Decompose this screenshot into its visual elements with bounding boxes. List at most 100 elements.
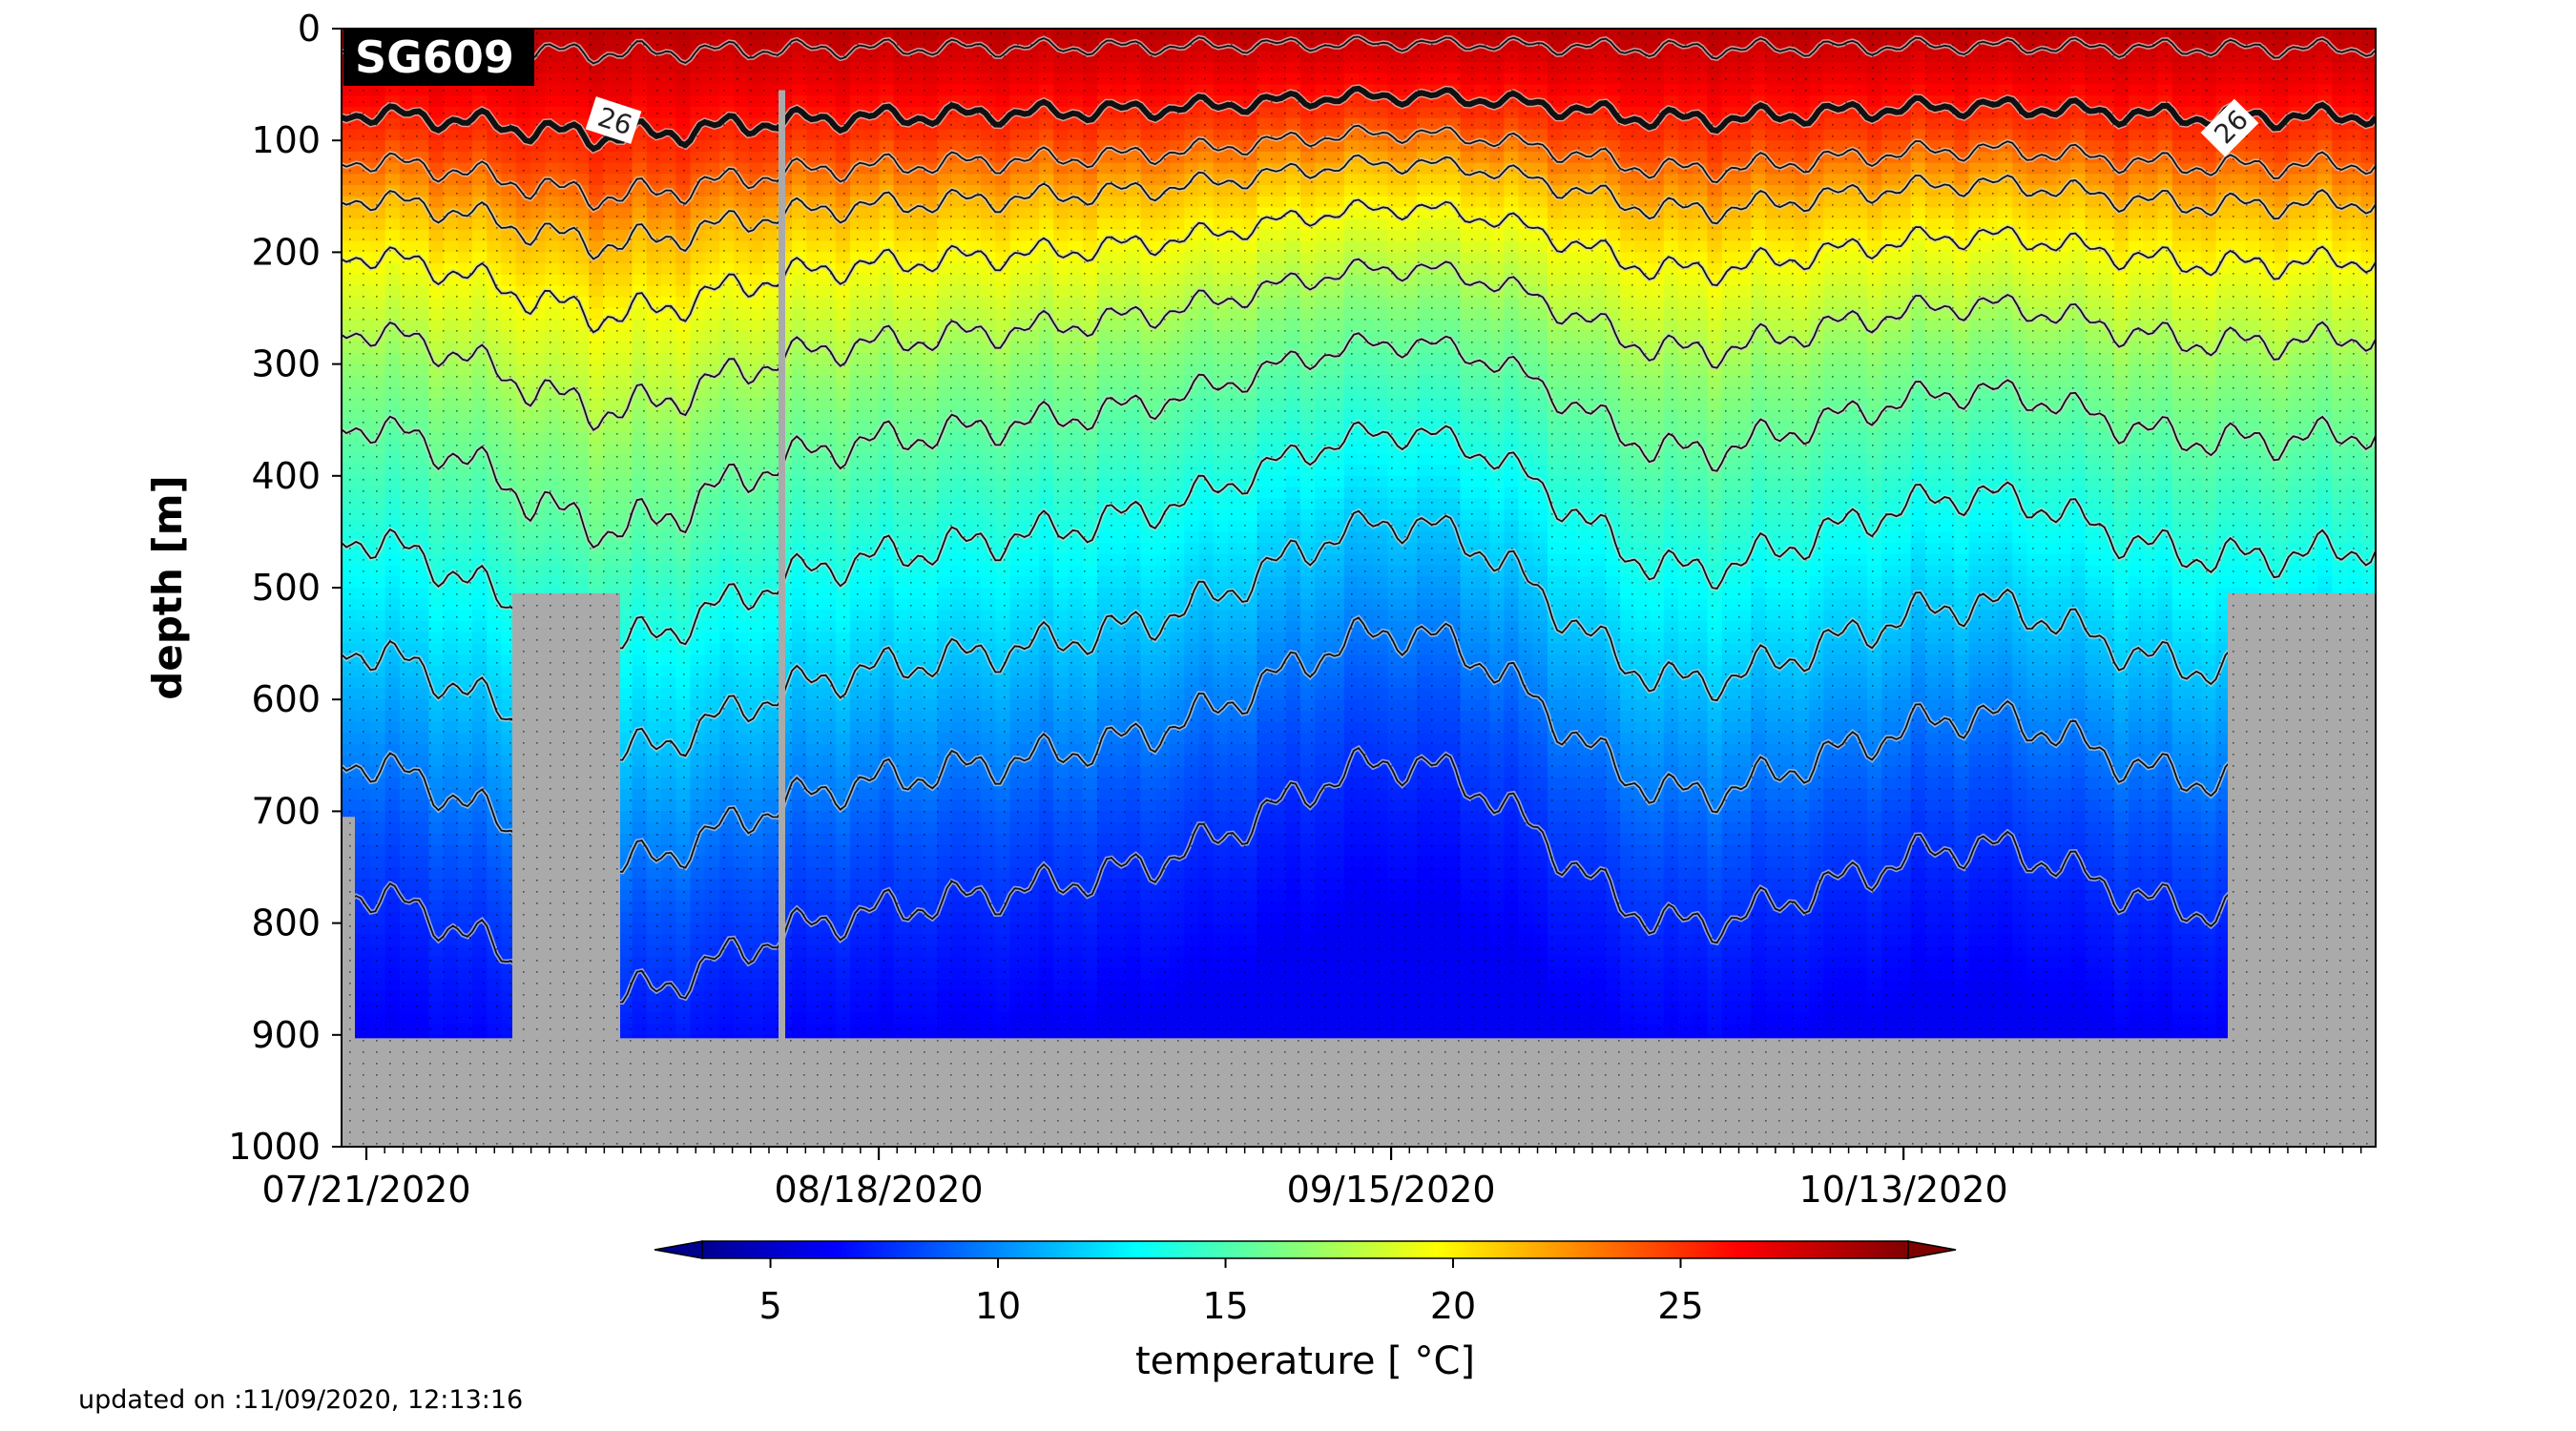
heatmap-cell (806, 833, 822, 846)
heatmap-cell (981, 498, 997, 510)
heatmap-cell (923, 129, 939, 141)
heatmap-cell (342, 319, 358, 332)
heatmap-cell (1024, 799, 1040, 813)
heatmap-cell (545, 342, 561, 354)
heatmap-cell (704, 84, 720, 97)
heatmap-cell (443, 420, 459, 432)
heatmap-cell (414, 95, 430, 108)
heatmap-cell (1053, 945, 1070, 958)
heatmap-cell (342, 699, 358, 712)
heatmap-cell (399, 576, 415, 589)
heatmap-cell (414, 856, 430, 868)
heatmap-cell (428, 778, 445, 790)
heatmap-cell (762, 29, 779, 41)
heatmap-cell (981, 867, 997, 880)
heatmap-cell (414, 475, 430, 488)
heatmap-cell (1053, 833, 1070, 846)
heatmap-cell (923, 676, 939, 690)
heatmap-cell (792, 1024, 808, 1036)
heatmap-cell (399, 967, 415, 980)
heatmap-cell (1038, 330, 1054, 342)
heatmap-cell (675, 688, 692, 700)
heatmap-cell (1038, 274, 1054, 287)
heatmap-cell (966, 766, 982, 779)
heatmap-cell (864, 475, 881, 488)
heatmap-cell (792, 140, 808, 153)
heatmap-cell (342, 666, 358, 678)
heatmap-cell (603, 508, 619, 522)
heatmap-cell (792, 766, 808, 779)
heatmap-cell (718, 788, 735, 801)
heatmap-cell (734, 1012, 750, 1025)
heatmap-cell (1053, 285, 1070, 299)
heatmap-cell (559, 565, 575, 578)
heatmap-cell (762, 956, 779, 969)
heatmap-cell (995, 84, 1011, 97)
heatmap-cell (443, 196, 459, 209)
heatmap-cell (356, 487, 372, 500)
heatmap-cell (1038, 688, 1054, 700)
heatmap-cell (472, 520, 488, 533)
heatmap-cell (342, 185, 358, 197)
heatmap-cell (1038, 979, 1054, 991)
heatmap-cell (748, 453, 764, 466)
heatmap-cell (399, 755, 415, 768)
heatmap-cell (632, 430, 648, 444)
heatmap-cell (501, 84, 517, 97)
heatmap-cell (501, 263, 517, 276)
heatmap-cell (762, 889, 779, 902)
heatmap-cell (806, 531, 822, 544)
heatmap-cell (748, 1012, 764, 1025)
heatmap-cell (588, 465, 604, 477)
heatmap-cell (472, 889, 488, 902)
heatmap-cell (879, 666, 895, 678)
heatmap-cell (704, 107, 720, 119)
heatmap-cell (762, 778, 779, 790)
heatmap-cell (384, 945, 401, 958)
heatmap-cell (414, 565, 430, 578)
heatmap-cell (734, 140, 750, 153)
heatmap-cell (995, 1012, 1011, 1025)
heatmap-cell (646, 430, 662, 444)
heatmap-cell (428, 588, 445, 600)
heatmap-cell (559, 576, 575, 589)
heatmap-cell (646, 688, 662, 700)
heatmap-cell (981, 363, 997, 377)
heatmap-cell (923, 498, 939, 510)
heatmap-cell (399, 979, 415, 991)
heatmap-cell (1038, 84, 1054, 97)
heatmap-cell (762, 766, 779, 779)
heatmap-cell (1009, 699, 1026, 712)
heatmap-cell (1053, 778, 1070, 790)
heatmap-cell (995, 621, 1011, 633)
heatmap-cell (704, 129, 720, 141)
heatmap-cell (530, 252, 546, 264)
heatmap-cell (835, 766, 851, 779)
heatmap-cell (501, 297, 517, 309)
heatmap-cell (1053, 442, 1070, 455)
heatmap-cell (457, 967, 473, 980)
heatmap-cell (472, 543, 488, 555)
heatmap-cell (559, 252, 575, 264)
heatmap-cell (704, 654, 720, 667)
heatmap-cell (893, 386, 909, 399)
heatmap-cell (356, 989, 372, 1003)
heatmap-cell (487, 240, 503, 254)
heatmap-cell (1038, 766, 1054, 779)
heatmap-cell (704, 766, 720, 779)
heatmap-cell (981, 923, 997, 936)
heatmap-cell (1053, 475, 1070, 488)
heatmap-cell (762, 788, 779, 801)
heatmap-cell (864, 487, 881, 500)
heatmap-cell (457, 363, 473, 377)
heatmap-cell (603, 397, 619, 410)
heatmap-cell (428, 856, 445, 868)
heatmap-cell (690, 342, 706, 354)
heatmap-cell (457, 979, 473, 991)
heatmap-cell (995, 240, 1011, 254)
heatmap-cell (850, 934, 866, 946)
heatmap-cell (835, 553, 851, 567)
heatmap-cell (443, 979, 459, 991)
heatmap-cell (864, 676, 881, 690)
heatmap-cell (501, 240, 517, 254)
